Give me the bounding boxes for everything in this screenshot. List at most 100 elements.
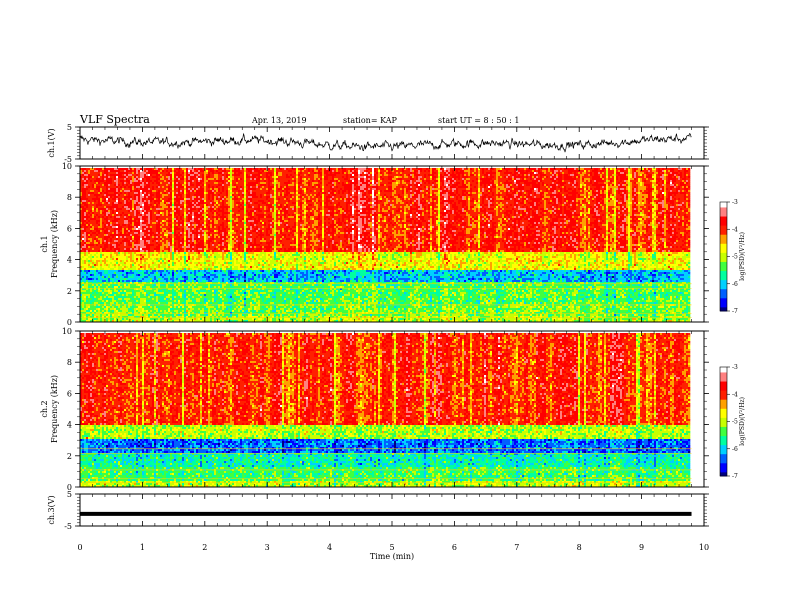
- spectrogram-cell: [84, 230, 86, 232]
- start-time-label: start UT = 8 : 50 : 1: [438, 116, 519, 125]
- spectrogram-cell: [86, 226, 88, 228]
- spectrogram-cell: [96, 302, 98, 304]
- spectrogram-cell: [90, 176, 92, 178]
- spectrogram-cell: [102, 198, 104, 200]
- spectrogram-cell: [98, 212, 100, 214]
- spectrogram-cell: [96, 292, 98, 294]
- spectrogram-cell: [94, 302, 96, 304]
- spectrogram-cell: [92, 206, 94, 208]
- spectrogram-cell: [86, 210, 88, 212]
- spectrogram-cell: [90, 252, 92, 254]
- spectrogram-cell: [94, 234, 96, 236]
- spectrogram-cell: [82, 264, 84, 266]
- spectrogram-cell: [84, 192, 86, 194]
- spectrogram-cell: [96, 300, 98, 302]
- spectrogram-cell: [82, 182, 84, 184]
- spectrogram-cell: [92, 306, 94, 308]
- spectrogram-cell: [94, 226, 96, 228]
- spectrogram-cell: [94, 264, 96, 266]
- spectrogram-cell: [86, 228, 88, 230]
- spectrogram-cell: [90, 188, 92, 190]
- spectrogram-cell: [98, 180, 100, 182]
- spectrogram-cell: [90, 310, 92, 312]
- spectrogram-cell: [84, 240, 86, 242]
- spectrogram-cell: [88, 220, 90, 222]
- spectrogram-cell: [84, 220, 86, 222]
- spectrogram-cell: [98, 200, 100, 202]
- spectrogram-cell: [82, 196, 84, 198]
- spectrogram-cell: [100, 216, 102, 218]
- spectrogram-cell: [90, 242, 92, 244]
- spectrogram-cell: [94, 194, 96, 196]
- spectrogram-cell: [86, 168, 88, 170]
- spectrogram-cell: [100, 250, 102, 252]
- spectrogram-cell: [82, 308, 84, 310]
- spectrogram-cell: [84, 286, 86, 288]
- spectrogram-cell: [100, 194, 102, 196]
- spectrogram-cell: [82, 220, 84, 222]
- spectrogram-cell: [94, 298, 96, 300]
- spectrogram-cell: [92, 186, 94, 188]
- spectrogram-cell: [82, 238, 84, 240]
- spectrogram-cell: [102, 202, 104, 204]
- spectrogram-cell: [86, 224, 88, 226]
- spectrogram-cell: [94, 216, 96, 218]
- spectrogram-cell: [84, 266, 86, 268]
- spectrogram-cell: [82, 202, 84, 204]
- spectrogram-cell: [88, 318, 90, 320]
- spectrogram-cell: [92, 292, 94, 294]
- spectrogram-cell: [88, 256, 90, 258]
- spectrogram-cell: [94, 200, 96, 202]
- spectrogram-cell: [84, 248, 86, 250]
- spectrogram-cell: [88, 182, 90, 184]
- spectrogram-cell: [90, 258, 92, 260]
- spectrogram-cell: [94, 272, 96, 274]
- spectrogram-cell: [94, 230, 96, 232]
- spectrogram-cell: [82, 242, 84, 244]
- spectrogram-cell: [84, 314, 86, 316]
- spectrogram-cell: [90, 240, 92, 242]
- spectrogram-cell: [102, 188, 104, 190]
- spectrogram-cell: [96, 204, 98, 206]
- spectrogram-cell: [88, 278, 90, 280]
- spectrogram-cell: [92, 240, 94, 242]
- spectrogram-cell: [82, 286, 84, 288]
- spectrogram-cell: [84, 296, 86, 298]
- spectrogram-cell: [98, 276, 100, 278]
- spectrogram-cell: [98, 236, 100, 238]
- spectrogram-cell: [92, 190, 94, 192]
- spectrogram-cell: [94, 224, 96, 226]
- spectrogram-cell: [86, 196, 88, 198]
- spectrogram-cell: [84, 170, 86, 172]
- spectrogram-cell: [94, 188, 96, 190]
- spectrogram-cell: [100, 294, 102, 296]
- spectrogram-cell: [98, 202, 100, 204]
- spectrogram-cell: [86, 198, 88, 200]
- spectrogram-cell: [96, 276, 98, 278]
- spectrogram-cell: [100, 204, 102, 206]
- spectrogram-cell: [82, 260, 84, 262]
- spectrogram-cell: [100, 256, 102, 258]
- spectrogram-cell: [84, 268, 86, 270]
- spectrogram-cell: [98, 264, 100, 266]
- spectrogram-cell: [90, 246, 92, 248]
- spectrogram-cell: [94, 208, 96, 210]
- spectrogram-cell: [102, 210, 104, 212]
- spectrogram-cell: [94, 170, 96, 172]
- spectrogram-cell: [102, 168, 104, 170]
- spectrogram-cell: [90, 200, 92, 202]
- spectrogram-cell: [100, 306, 102, 308]
- spectrogram-cell: [92, 228, 94, 230]
- spectrogram-cell: [84, 202, 86, 204]
- spectrogram-cell: [96, 314, 98, 316]
- spectrogram-cell: [98, 188, 100, 190]
- spectrogram-cell: [82, 280, 84, 282]
- spectrogram-cell: [90, 256, 92, 258]
- spectrogram-cell: [98, 176, 100, 178]
- spectrogram-cell: [88, 226, 90, 228]
- spectrogram-cell: [88, 262, 90, 264]
- spectrogram-cell: [92, 226, 94, 228]
- spectrogram-cell: [100, 242, 102, 244]
- spectrogram-cell: [82, 208, 84, 210]
